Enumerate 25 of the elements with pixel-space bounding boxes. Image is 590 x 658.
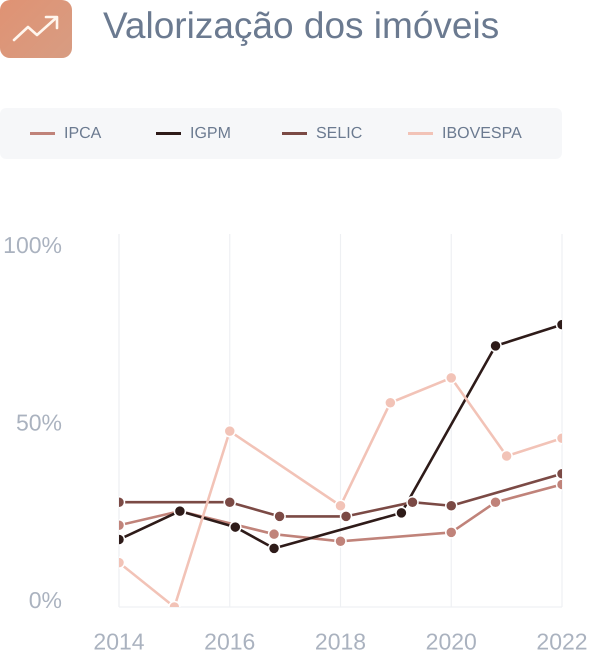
point (445, 500, 458, 512)
y-tick-label: 50% (16, 409, 62, 436)
x-tick-label: 2018 (314, 628, 366, 654)
point (445, 526, 458, 539)
x-tick-label: 2014 (93, 628, 145, 654)
point (340, 510, 352, 523)
point (268, 528, 280, 540)
point (395, 506, 408, 520)
y-tick-label: 100% (3, 232, 62, 258)
point (406, 496, 419, 508)
point (268, 542, 280, 555)
x-tick-label: 2022 (536, 628, 588, 654)
chart-title: Valorização dos imóveis (103, 4, 500, 48)
y-tick-label: 0% (28, 587, 62, 614)
legend-label: SELIC (316, 124, 362, 142)
legend-label: IBOVESPA (442, 124, 522, 142)
legend-label: IGPM (190, 124, 231, 142)
point (229, 520, 242, 534)
point (445, 372, 458, 384)
point (273, 510, 286, 523)
x-tick-label: 2016 (204, 628, 256, 654)
x-tick-label: 2020 (426, 628, 477, 654)
legend-label: IPCA (64, 124, 102, 142)
point (334, 500, 347, 512)
point (334, 535, 347, 548)
